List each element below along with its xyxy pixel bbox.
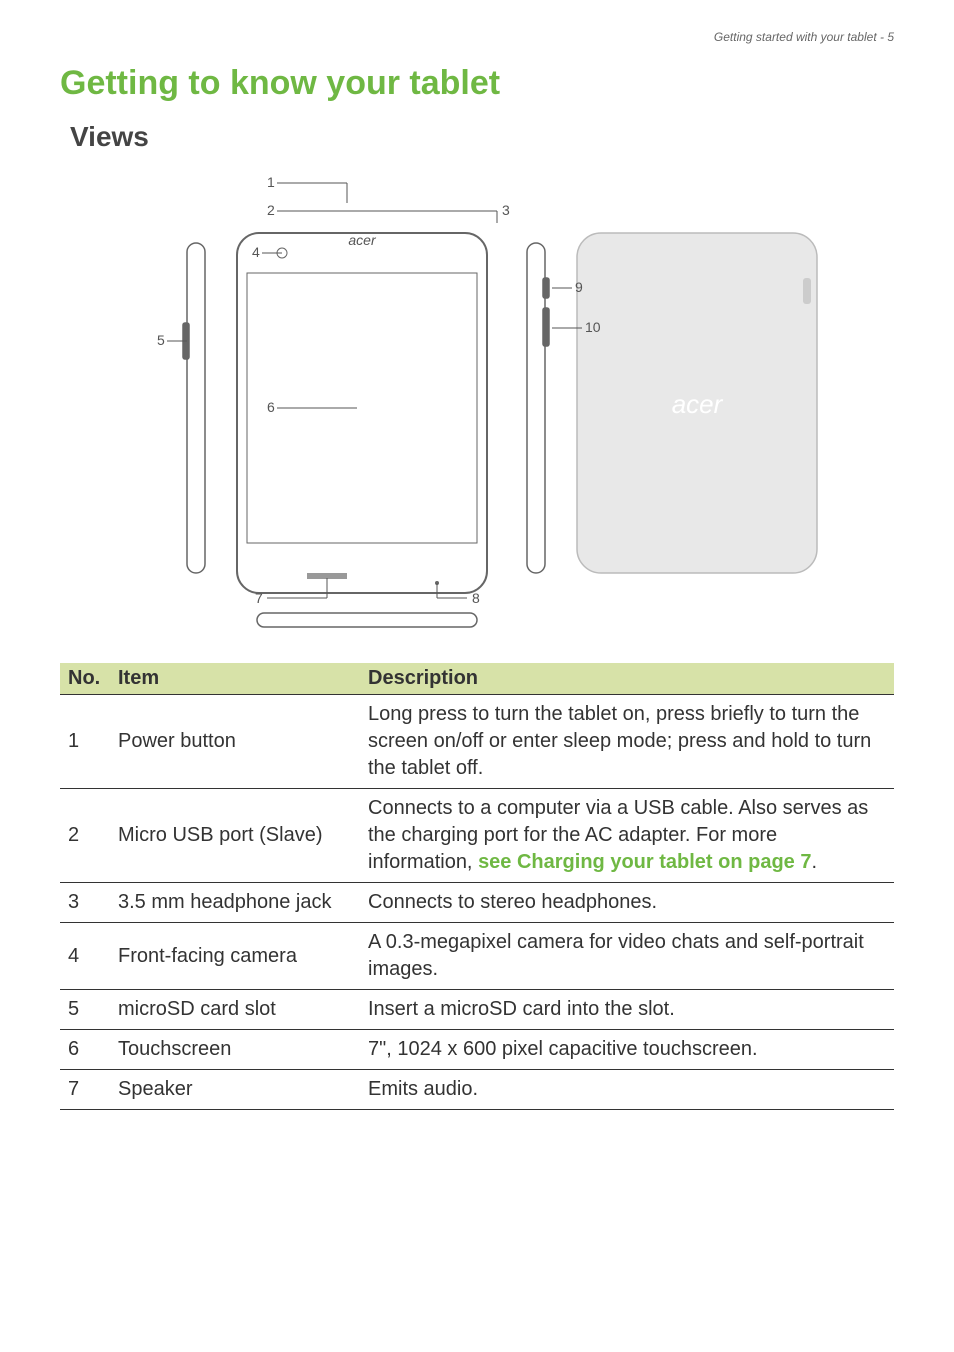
col-desc: Description (360, 663, 894, 695)
page-title: Getting to know your tablet (60, 64, 894, 103)
cell-desc: Long press to turn the tablet on, press … (360, 695, 894, 789)
callout-5: 5 (157, 332, 165, 348)
cell-desc: 7", 1024 x 600 pixel capacitive touchscr… (360, 1030, 894, 1070)
cell-no: 7 (60, 1070, 110, 1110)
side-profile-right (527, 243, 549, 573)
callout-7: 7 (255, 590, 263, 606)
callout-1: 1 (267, 174, 275, 190)
cell-no: 2 (60, 789, 110, 883)
cell-item: Micro USB port (Slave) (110, 789, 360, 883)
cell-no: 3 (60, 883, 110, 923)
callout-6: 6 (267, 399, 275, 415)
table-row: 5 microSD card slot Insert a microSD car… (60, 990, 894, 1030)
table-row: 4 Front-facing camera A 0.3-megapixel ca… (60, 923, 894, 990)
cell-desc: Connects to a computer via a USB cable. … (360, 789, 894, 883)
callout-8: 8 (472, 590, 480, 606)
col-item: Item (110, 663, 360, 695)
cell-desc: Connects to stereo headphones. (360, 883, 894, 923)
cell-desc: Insert a microSD card into the slot. (360, 990, 894, 1030)
cell-item: microSD card slot (110, 990, 360, 1030)
col-no: No. (60, 663, 110, 695)
cell-item: Power button (110, 695, 360, 789)
cell-no: 6 (60, 1030, 110, 1070)
cell-item: 3.5 mm headphone jack (110, 883, 360, 923)
cell-desc: Emits audio. (360, 1070, 894, 1110)
section-title: Views (60, 121, 894, 153)
back-logo: acer (672, 389, 724, 419)
cell-no: 1 (60, 695, 110, 789)
table-row: 7 Speaker Emits audio. (60, 1070, 894, 1110)
table-row: 3 3.5 mm headphone jack Connects to ster… (60, 883, 894, 923)
top-profile (257, 613, 477, 627)
cell-desc: A 0.3-megapixel camera for video chats a… (360, 923, 894, 990)
table-row: 1 Power button Long press to turn the ta… (60, 695, 894, 789)
parts-table: No. Item Description 1 Power button Long… (60, 663, 894, 1110)
charging-link[interactable]: see Charging your tablet on page 7 (478, 851, 811, 873)
front-logo: acer (348, 232, 377, 248)
table-row: 2 Micro USB port (Slave) Connects to a c… (60, 789, 894, 883)
callout-3: 3 (502, 202, 510, 218)
desc-post: . (811, 851, 817, 873)
callout-10: 10 (585, 319, 601, 335)
back-view: acer (577, 233, 817, 573)
callout-4: 4 (252, 244, 260, 260)
cell-no: 5 (60, 990, 110, 1030)
side-profile-left (183, 243, 205, 573)
page-header: Getting started with your tablet - 5 (60, 30, 894, 44)
callout-9: 9 (575, 279, 583, 295)
table-row: 6 Touchscreen 7", 1024 x 600 pixel capac… (60, 1030, 894, 1070)
views-diagram: acer acer 1 2 3 4 5 6 7 8 9 10 (60, 163, 894, 633)
callout-2: 2 (267, 202, 275, 218)
cell-item: Speaker (110, 1070, 360, 1110)
cell-item: Touchscreen (110, 1030, 360, 1070)
callout-numbers: 1 2 3 4 5 6 7 8 9 10 (157, 174, 601, 606)
cell-item: Front-facing camera (110, 923, 360, 990)
cell-no: 4 (60, 923, 110, 990)
